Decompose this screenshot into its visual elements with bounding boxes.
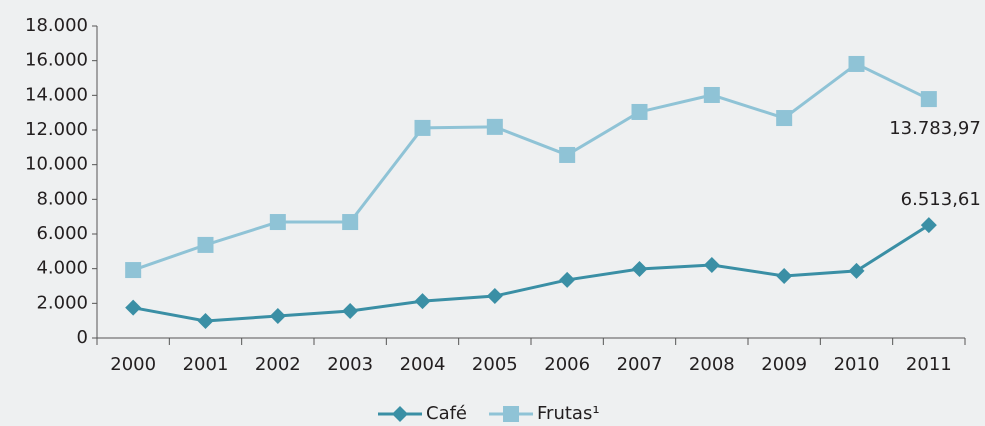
y-tick-label: 2.000 [36, 292, 88, 313]
point [848, 262, 865, 279]
point [559, 146, 576, 163]
point [559, 271, 576, 288]
point [342, 214, 359, 231]
y-tick-label: 14.000 [25, 84, 88, 105]
y-tick-label: 6.000 [36, 223, 88, 244]
point [776, 267, 793, 284]
point [920, 91, 937, 108]
x-tick-label: 2004 [400, 354, 446, 375]
x-tick-label: 2000 [110, 354, 156, 375]
point [414, 293, 431, 310]
point [776, 110, 793, 127]
y-tick-label: 0 [77, 327, 88, 348]
x-tick-label: 2007 [617, 354, 663, 375]
point [703, 86, 720, 103]
point [631, 103, 648, 120]
legend-marker [503, 406, 520, 422]
x-tick-label: 2009 [761, 354, 807, 375]
legend-marker [392, 406, 408, 422]
x-tick-label: 2008 [689, 354, 735, 375]
x-tick-label: 2011 [906, 354, 952, 375]
x-tick-label: 2010 [834, 354, 880, 375]
y-tick-label: 4.000 [36, 258, 88, 279]
value-label: 6.513,61 [901, 189, 981, 210]
point [125, 262, 142, 279]
point [486, 288, 503, 305]
x-tick-label: 2006 [544, 354, 590, 375]
point [848, 55, 865, 72]
x-tick-label: 2001 [183, 354, 229, 375]
y-tick-label: 16.000 [25, 50, 88, 71]
point [342, 302, 359, 319]
legend-label: Café [426, 403, 467, 424]
point [486, 118, 503, 135]
point [197, 236, 214, 253]
point [703, 257, 720, 274]
y-tick-label: 10.000 [25, 154, 88, 175]
y-tick-label: 8.000 [36, 188, 88, 209]
point [269, 214, 286, 231]
point [631, 261, 648, 278]
point [269, 307, 286, 324]
y-tick-label: 18.000 [25, 15, 88, 36]
value-label: 13.783,97 [889, 118, 981, 139]
legend-label: Frutas¹ [537, 403, 600, 424]
point [920, 217, 937, 234]
series-line [132, 62, 930, 272]
x-tick-label: 2005 [472, 354, 518, 375]
point [125, 299, 142, 316]
y-tick-label: 12.000 [25, 119, 88, 140]
point [414, 119, 431, 136]
x-tick-label: 2002 [255, 354, 301, 375]
x-tick-label: 2003 [327, 354, 373, 375]
series-line [132, 223, 930, 323]
point [197, 313, 214, 330]
